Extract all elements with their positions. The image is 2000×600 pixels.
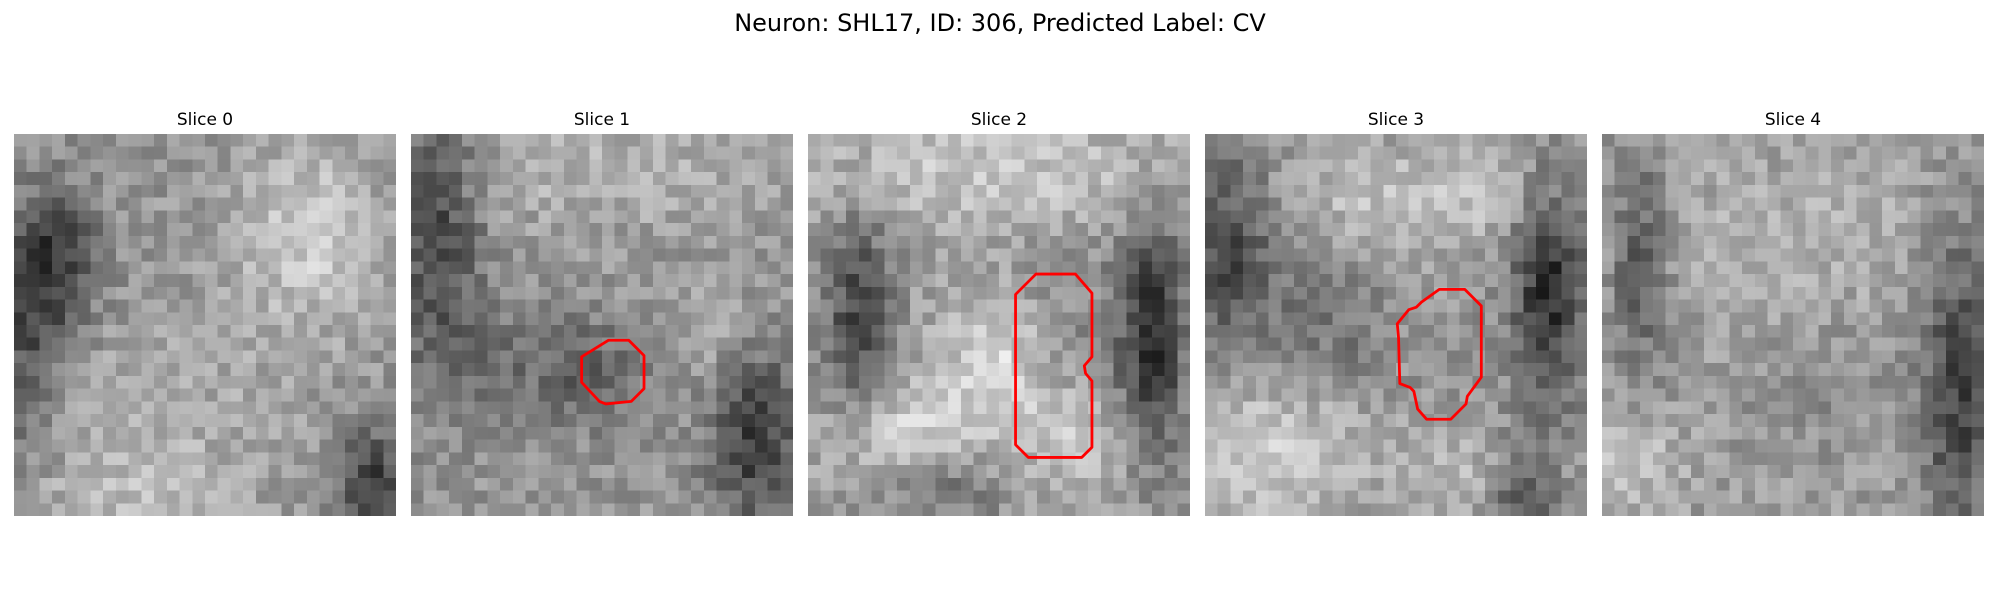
slice-title: Slice 3 bbox=[1367, 110, 1425, 130]
slice-panel-0: Slice 0 bbox=[14, 110, 396, 516]
slice-title: Slice 4 bbox=[1764, 110, 1822, 130]
slice-image bbox=[1602, 134, 1984, 516]
slice-image bbox=[808, 134, 1190, 516]
slice-panel-1: Slice 1 bbox=[411, 110, 793, 516]
slice-title: Slice 0 bbox=[176, 110, 234, 130]
slice-image bbox=[411, 134, 793, 516]
slice-title: Slice 1 bbox=[573, 110, 631, 130]
slice-image bbox=[1205, 134, 1587, 516]
slice-panel-4: Slice 4 bbox=[1602, 110, 1984, 516]
roi-contour bbox=[580, 338, 646, 406]
roi-contour bbox=[1014, 272, 1094, 459]
slice-panel-2: Slice 2 bbox=[808, 110, 1190, 516]
slice-image bbox=[14, 134, 396, 516]
roi-contour bbox=[1395, 287, 1483, 421]
slice-panel-3: Slice 3 bbox=[1205, 110, 1587, 516]
figure-title: Neuron: SHL17, ID: 306, Predicted Label:… bbox=[734, 9, 1266, 37]
slice-title: Slice 2 bbox=[970, 110, 1028, 130]
